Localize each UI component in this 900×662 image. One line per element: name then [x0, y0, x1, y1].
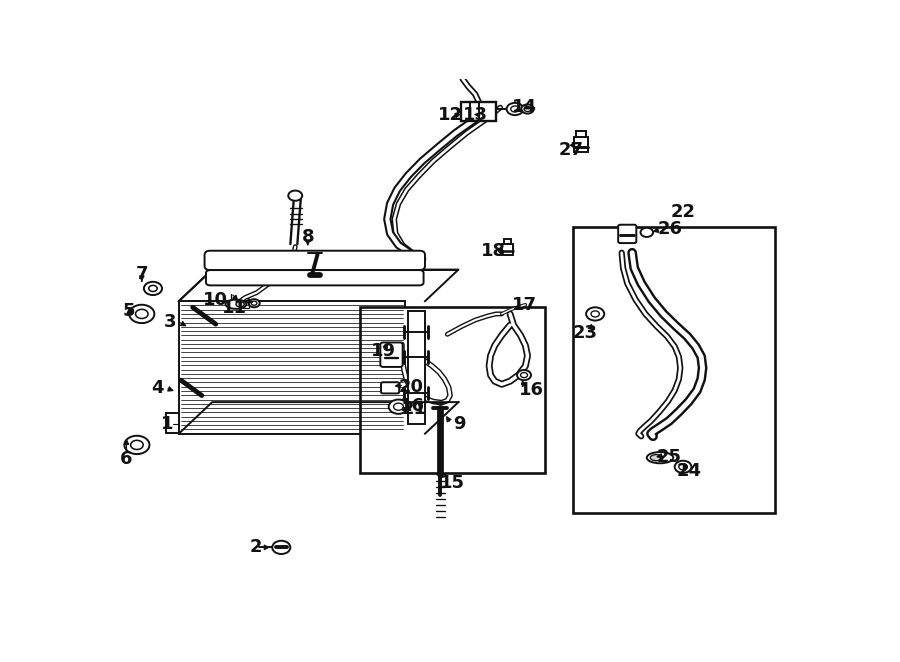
Bar	[504, 240, 511, 244]
Text: 5: 5	[123, 303, 136, 320]
Circle shape	[248, 299, 260, 307]
Circle shape	[130, 305, 155, 323]
Text: 26: 26	[658, 220, 683, 238]
FancyBboxPatch shape	[204, 251, 425, 270]
Ellipse shape	[647, 452, 673, 463]
Text: 2: 2	[249, 538, 262, 556]
Text: 19: 19	[371, 342, 396, 359]
Text: 4: 4	[151, 379, 164, 397]
Text: 9: 9	[454, 414, 466, 432]
Circle shape	[675, 461, 691, 473]
Bar	[408, 311, 425, 424]
Circle shape	[288, 191, 302, 201]
Text: 18: 18	[481, 242, 506, 260]
Bar	[573, 227, 775, 512]
FancyBboxPatch shape	[381, 342, 402, 367]
Text: 12: 12	[438, 106, 464, 124]
Circle shape	[389, 400, 409, 414]
Text: 16: 16	[400, 397, 425, 414]
Text: 14: 14	[511, 98, 536, 116]
Bar	[461, 102, 496, 121]
Text: 15: 15	[440, 474, 465, 492]
Circle shape	[124, 436, 149, 454]
FancyBboxPatch shape	[206, 270, 424, 285]
Text: 16: 16	[518, 381, 544, 399]
FancyBboxPatch shape	[618, 224, 636, 243]
Text: 1: 1	[161, 414, 173, 432]
Bar	[360, 307, 544, 473]
Circle shape	[144, 282, 162, 295]
Text: 20: 20	[399, 378, 424, 396]
Text: 3: 3	[164, 312, 176, 330]
Text: 13: 13	[463, 106, 488, 124]
Text: 27: 27	[559, 141, 584, 159]
Circle shape	[517, 370, 531, 380]
Circle shape	[521, 105, 534, 114]
Ellipse shape	[651, 455, 662, 461]
Text: 21: 21	[401, 400, 427, 418]
Text: 23: 23	[573, 324, 598, 342]
Text: 22: 22	[670, 203, 696, 221]
FancyBboxPatch shape	[381, 382, 400, 393]
Circle shape	[586, 307, 604, 320]
Text: 6: 6	[121, 450, 132, 468]
Text: 8: 8	[302, 228, 314, 246]
Text: 11: 11	[222, 299, 248, 317]
Bar	[179, 301, 406, 434]
Text: 10: 10	[203, 291, 229, 309]
Ellipse shape	[226, 300, 247, 308]
Circle shape	[272, 541, 291, 554]
Circle shape	[641, 228, 653, 237]
Bar	[574, 136, 589, 152]
Text: 25: 25	[657, 448, 681, 465]
Bar	[576, 132, 586, 136]
Text: 24: 24	[676, 462, 701, 480]
Text: 17: 17	[511, 296, 536, 314]
Text: 7: 7	[136, 265, 148, 283]
Ellipse shape	[236, 302, 244, 307]
Circle shape	[507, 103, 523, 115]
Bar	[501, 244, 513, 255]
